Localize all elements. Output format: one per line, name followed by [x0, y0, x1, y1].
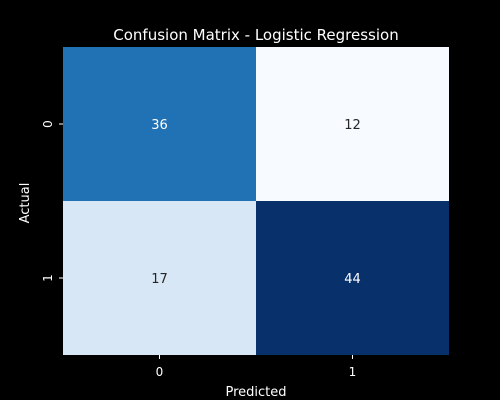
x-tick-label-0: 0 [156, 365, 164, 379]
cell-value-label-r0-c1: 12 [344, 118, 361, 133]
y-axis-ticks: 01 [41, 120, 63, 282]
y-axis-label: Actual [18, 183, 33, 224]
x-axis-label: Predicted [225, 385, 286, 400]
cell-value-label-r1-c1: 44 [344, 272, 361, 287]
y-tick-label-1: 1 [41, 274, 55, 282]
cell-value-label-r1-c0: 17 [151, 272, 168, 287]
chart-title: Confusion Matrix - Logistic Regression [113, 26, 398, 44]
heatmap-cell-r0-c0 [63, 47, 256, 201]
heatmap-cells [63, 47, 449, 355]
heatmap-cell-labels: 36 12 17 44 [151, 118, 361, 287]
x-tick-label-1: 1 [349, 365, 357, 379]
cell-value-label-r0-c0: 36 [151, 118, 168, 133]
y-tick-label-0: 0 [41, 120, 55, 128]
heatmap-cell-r1-c0 [63, 201, 256, 355]
heatmap-cell-r0-c1 [256, 47, 449, 201]
heatmap-cell-r1-c1 [256, 201, 449, 355]
